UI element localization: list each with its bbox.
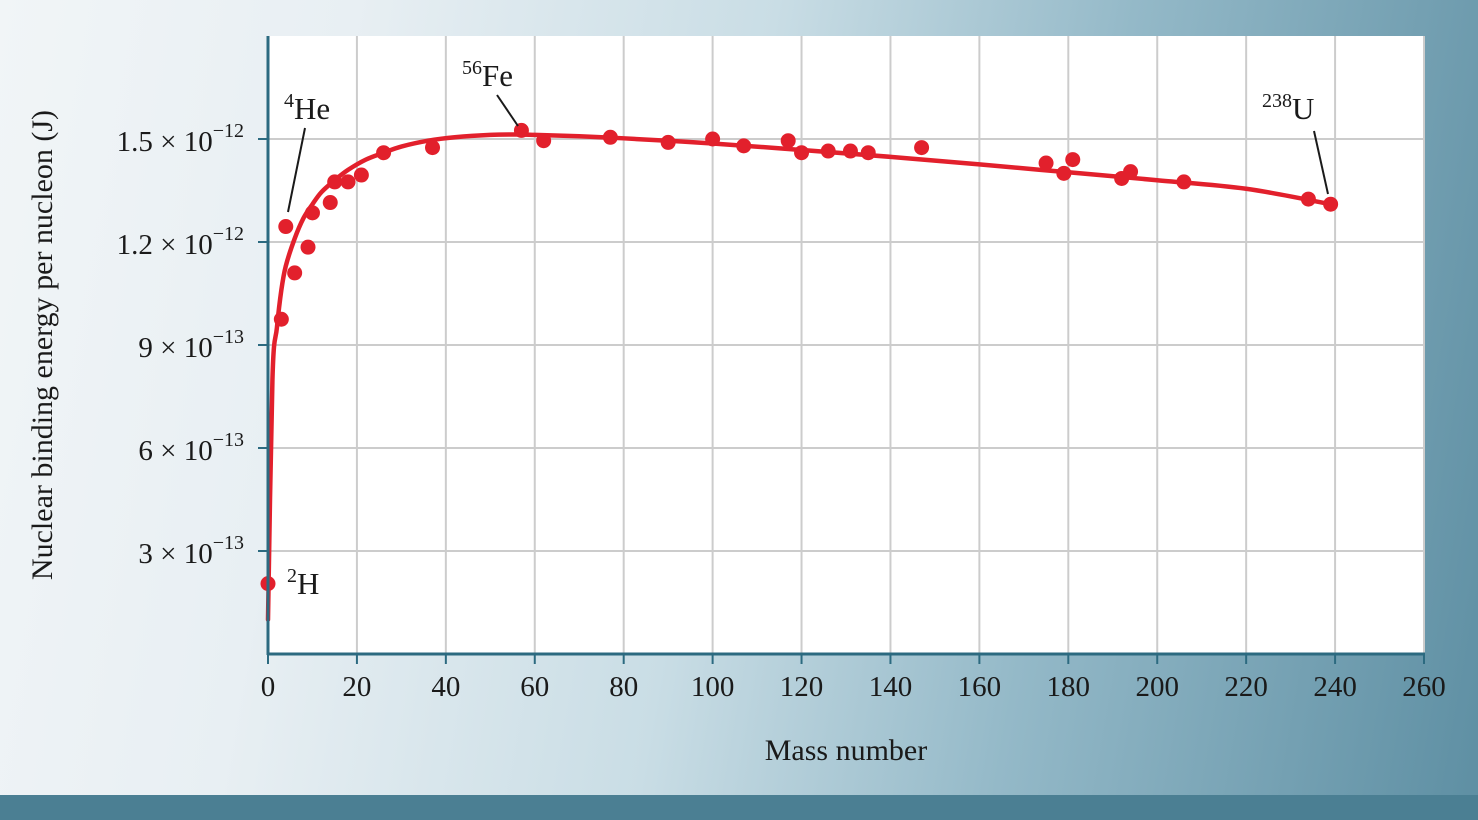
data-point: [602, 129, 618, 145]
data-point: [376, 145, 392, 161]
x-tick-label: 40: [431, 671, 460, 703]
data-point: [660, 134, 676, 150]
data-point: [513, 122, 529, 138]
data-point: [300, 239, 316, 255]
data-point: [273, 311, 289, 327]
x-tick-label: 240: [1313, 671, 1357, 703]
data-point: [1323, 196, 1339, 212]
annotation-leader-line: [287, 127, 306, 213]
isotope-label-h: 2H: [287, 565, 319, 601]
y-tick-label: 1.5 × 10−12: [117, 120, 244, 158]
x-tick-label: 200: [1135, 671, 1179, 703]
trend-curve: [265, 132, 1333, 622]
data-point: [794, 145, 810, 161]
x-tick-label: 80: [609, 671, 638, 703]
data-point: [425, 140, 441, 156]
data-point: [1123, 164, 1139, 180]
x-axis-ticks: 0 20 40 60 80 100 120 140 160 180 200 220 240 260: [261, 654, 1446, 703]
isotope-annotations: 2H 4He 56Fe 238U: [284, 57, 1329, 601]
x-tick-label: 260: [1402, 671, 1446, 703]
data-point: [353, 167, 369, 183]
isotope-label-fe: 56Fe: [462, 57, 513, 93]
y-tick-label: 6 × 10−13: [138, 429, 244, 467]
data-point: [914, 140, 930, 156]
data-point: [327, 174, 343, 190]
data-point: [860, 145, 876, 161]
data-point: [1176, 174, 1192, 190]
data-point: [1056, 165, 1072, 181]
grid-lines: [268, 36, 1425, 654]
x-tick-label: 180: [1047, 671, 1091, 703]
data-point: [278, 219, 294, 235]
data-point: [1065, 152, 1081, 168]
y-tick-label: 3 × 10−13: [138, 532, 244, 570]
data-point: [322, 195, 338, 211]
data-point: [780, 133, 796, 149]
data-point: [736, 138, 752, 154]
data-point: [1300, 191, 1316, 207]
data-point: [705, 131, 721, 147]
x-tick-label: 160: [958, 671, 1002, 703]
y-axis-title: Nuclear binding energy per nucleon (J): [26, 110, 59, 580]
annotation-leader-line: [496, 94, 519, 127]
data-point: [340, 174, 356, 190]
bottom-bar: [0, 795, 1478, 820]
data-point: [536, 133, 552, 149]
isotope-label-he: 4He: [284, 90, 330, 126]
x-tick-label: 140: [869, 671, 913, 703]
x-axis-title: Mass number: [765, 734, 927, 767]
x-tick-label: 120: [780, 671, 824, 703]
data-point: [287, 265, 303, 281]
annotation-leader-line: [1313, 130, 1329, 195]
data-point: [820, 143, 836, 159]
data-points: [260, 122, 1339, 592]
y-tick-label: 9 × 10−13: [138, 326, 244, 364]
x-tick-label: 100: [691, 671, 735, 703]
isotope-label-u: 238U: [1262, 90, 1314, 126]
x-tick-label: 60: [520, 671, 549, 703]
x-tick-label: 20: [342, 671, 371, 703]
y-axis-ticks: 3 × 10−13 6 × 10−13 9 × 10−13 1.2 × 10−12 1.…: [117, 120, 268, 570]
data-point: [1038, 155, 1054, 171]
data-point: [842, 143, 858, 159]
x-tick-label: 0: [261, 671, 276, 703]
y-tick-label: 1.2 × 10−12: [117, 223, 244, 261]
x-tick-label: 220: [1224, 671, 1268, 703]
data-point: [304, 205, 320, 221]
